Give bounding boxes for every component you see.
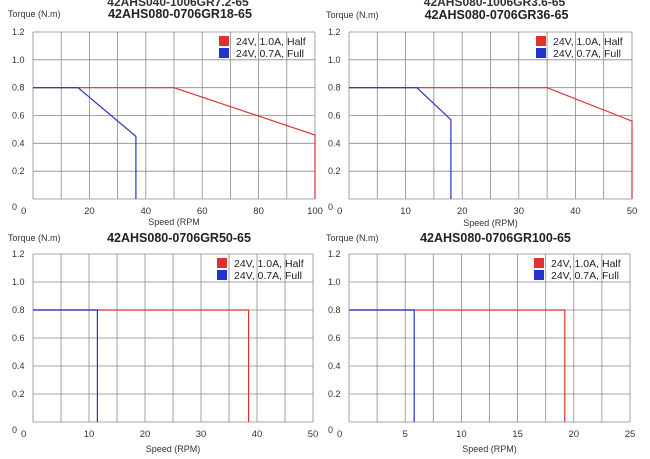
x-tick-label: 50 — [627, 206, 638, 217]
y-tick-label: 0.4 — [328, 138, 341, 148]
x-tick-label: 0 — [21, 429, 26, 440]
x-tick-label: 40 — [570, 206, 581, 217]
y-tick-label: 1.2 — [12, 249, 25, 259]
legend-label: 24V, 0.7A, Full — [551, 270, 619, 282]
y-tick-label: 0.8 — [12, 305, 25, 315]
series-line-half — [33, 309, 250, 422]
x-tick-label: 5 — [403, 429, 408, 440]
legend-label: 24V, 1.0A, Half — [553, 36, 623, 48]
y-tick-label: 0.8 — [12, 83, 25, 93]
series-line-full — [349, 87, 452, 199]
legend-label: 24V, 1.0A, Half — [236, 36, 306, 48]
x-tick-label: 10 — [456, 429, 467, 440]
clipped-header: 42AHS040-1006GR7.2-65 — [107, 0, 249, 9]
y-tick-label: 1.2 — [12, 27, 25, 37]
chart-4: 42AHS080-0706GR100-65 Torque (N.m) 0 0.2 0.4… — [326, 231, 635, 454]
x-tick-label: 80 — [253, 206, 264, 217]
y-tick-label: 0.6 — [12, 111, 25, 121]
legend-swatch — [536, 48, 546, 58]
y-tick-label: 0.2 — [328, 166, 341, 176]
x-tick-label: 100 — [307, 206, 323, 217]
y-axis-label: Torque (N.m) — [8, 233, 61, 243]
x-tick-label: 10 — [400, 206, 411, 217]
chart-title: 42AHS080-0706GR36-65 — [425, 8, 569, 22]
x-tick-label: 0 — [21, 206, 26, 217]
y-tick-label: 1.0 — [12, 55, 25, 65]
x-tick-label: 10 — [84, 429, 95, 440]
legend-swatch — [219, 36, 229, 46]
chart-title: 42AHS080-0706GR18-65 — [108, 7, 252, 21]
y-tick-label: 0.8 — [328, 305, 341, 315]
y-tick-label: 1.2 — [328, 249, 341, 259]
y-axis-label: Torque (N.m) — [8, 9, 61, 19]
series-line-half — [33, 87, 316, 199]
legend-label: 24V, 1.0A, Half — [551, 258, 621, 270]
y-tick-label: 1.2 — [328, 27, 341, 37]
x-tick-label: 40 — [252, 429, 263, 440]
x-tick-label: 20 — [140, 429, 151, 440]
legend-swatch — [217, 270, 227, 280]
y-tick-label: 1.0 — [328, 55, 341, 65]
y-tick-label: 0.4 — [328, 361, 341, 371]
x-tick-label: 30 — [196, 429, 207, 440]
series-line-full — [33, 309, 99, 422]
y-tick-label: 0 — [328, 425, 333, 435]
legend-label: 24V, 0.7A, Full — [553, 48, 621, 60]
series-line-full — [33, 87, 137, 199]
y-tick-label: 0.6 — [328, 333, 341, 343]
chart-1: 42AHS040-1006GR7.2-6542AHS080-0706GR18-6… — [8, 0, 323, 227]
legend-swatch — [536, 36, 546, 46]
legend-swatch — [219, 48, 229, 58]
chart-title: 42AHS080-0706GR100-65 — [420, 231, 571, 245]
legend-swatch — [217, 258, 227, 268]
x-tick-label: 25 — [625, 429, 636, 440]
y-axis-label: Torque (N.m) — [326, 233, 379, 243]
x-tick-label: 40 — [141, 206, 152, 217]
legend-swatch — [534, 258, 544, 268]
x-axis-label: Speed (RPM — [148, 217, 200, 227]
chart-2: 42AHS080-1006GR3.6-6542AHS080-0706GR36-6… — [326, 0, 637, 228]
y-tick-label: 0 — [12, 425, 17, 435]
y-tick-label: 0.6 — [12, 333, 25, 343]
legend-label: 24V, 0.7A, Full — [236, 48, 304, 60]
series-line-half — [349, 87, 633, 199]
x-axis-label: Speed (RPM) — [462, 444, 517, 454]
y-axis-label: Torque (N.m) — [326, 10, 379, 20]
x-tick-label: 0 — [337, 206, 342, 217]
chart-title: 42AHS080-0706GR50-65 — [107, 231, 251, 245]
x-tick-label: 20 — [569, 429, 580, 440]
y-tick-label: 0 — [328, 202, 333, 212]
y-tick-label: 0.2 — [12, 166, 25, 176]
x-tick-label: 20 — [457, 206, 468, 217]
y-tick-label: 0.2 — [328, 389, 341, 399]
y-tick-label: 0.8 — [328, 83, 341, 93]
y-tick-label: 0 — [12, 202, 17, 212]
x-tick-label: 15 — [512, 429, 523, 440]
y-tick-label: 0.4 — [12, 361, 25, 371]
y-tick-label: 1.0 — [12, 277, 25, 287]
legend-swatch — [534, 270, 544, 280]
clipped-header: 42AHS080-1006GR3.6-65 — [424, 0, 566, 9]
x-tick-label: 30 — [514, 206, 525, 217]
x-axis-label: Speed (RPM) — [146, 444, 201, 454]
legend-label: 24V, 1.0A, Half — [234, 258, 304, 270]
x-tick-label: 0 — [337, 429, 342, 440]
y-tick-label: 0.6 — [328, 111, 341, 121]
y-tick-label: 1.0 — [328, 277, 341, 287]
y-tick-label: 0.4 — [12, 138, 25, 148]
x-tick-label: 60 — [197, 206, 208, 217]
x-tick-label: 20 — [84, 206, 95, 217]
y-tick-label: 0.2 — [12, 389, 25, 399]
chart-3: 42AHS080-0706GR50-65 Torque (N.m) 0 0.2 0.4 0… — [8, 231, 318, 454]
series-line-half — [349, 309, 566, 422]
legend-label: 24V, 0.7A, Full — [234, 270, 302, 282]
x-tick-label: 50 — [308, 429, 319, 440]
x-axis-label: Speed (RPM) — [463, 218, 518, 228]
series-line-full — [349, 309, 415, 422]
